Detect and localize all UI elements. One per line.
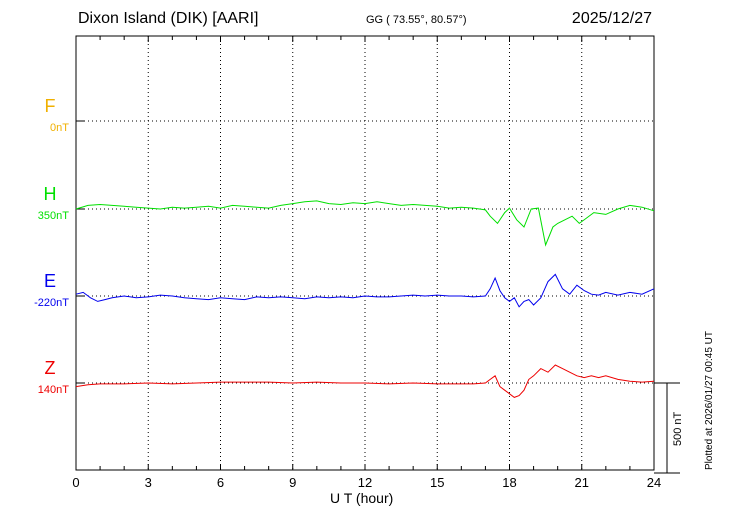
trace-h [75, 200, 655, 247]
plot-date: 2025/12/27 [571, 10, 652, 27]
plotted-note: Plotted at 2026/01/27 00:45 UT [704, 331, 715, 470]
station-coordinates: GG ( 73.55°, 80.57°) [366, 14, 467, 26]
component-letter: Z [45, 358, 56, 378]
x-tick-label: 12 [358, 475, 372, 490]
x-tick-label: 24 [647, 475, 661, 490]
component-letter: F [45, 96, 56, 116]
component-baseline: -220nT [34, 297, 69, 309]
x-tick-label: 15 [430, 475, 444, 490]
x-tick-label: 6 [217, 475, 224, 490]
component-baseline: 0nT [50, 122, 69, 134]
scale-bar-label: 500 nT [672, 411, 684, 446]
x-tick-label: 0 [72, 475, 79, 490]
trace-z [75, 364, 655, 398]
component-baseline: 350nT [38, 210, 69, 222]
component-baseline: 140nT [38, 384, 69, 396]
x-axis-label: U T (hour) [330, 490, 394, 506]
x-tick-label: 3 [145, 475, 152, 490]
station-title: Dixon Island (DIK) [AARI] [78, 10, 259, 27]
x-tick-label: 18 [502, 475, 516, 490]
component-letter: E [44, 271, 56, 291]
component-letter: H [44, 184, 57, 204]
x-tick-label: 9 [289, 475, 296, 490]
x-tick-label: 21 [575, 475, 589, 490]
trace-e [75, 273, 655, 308]
